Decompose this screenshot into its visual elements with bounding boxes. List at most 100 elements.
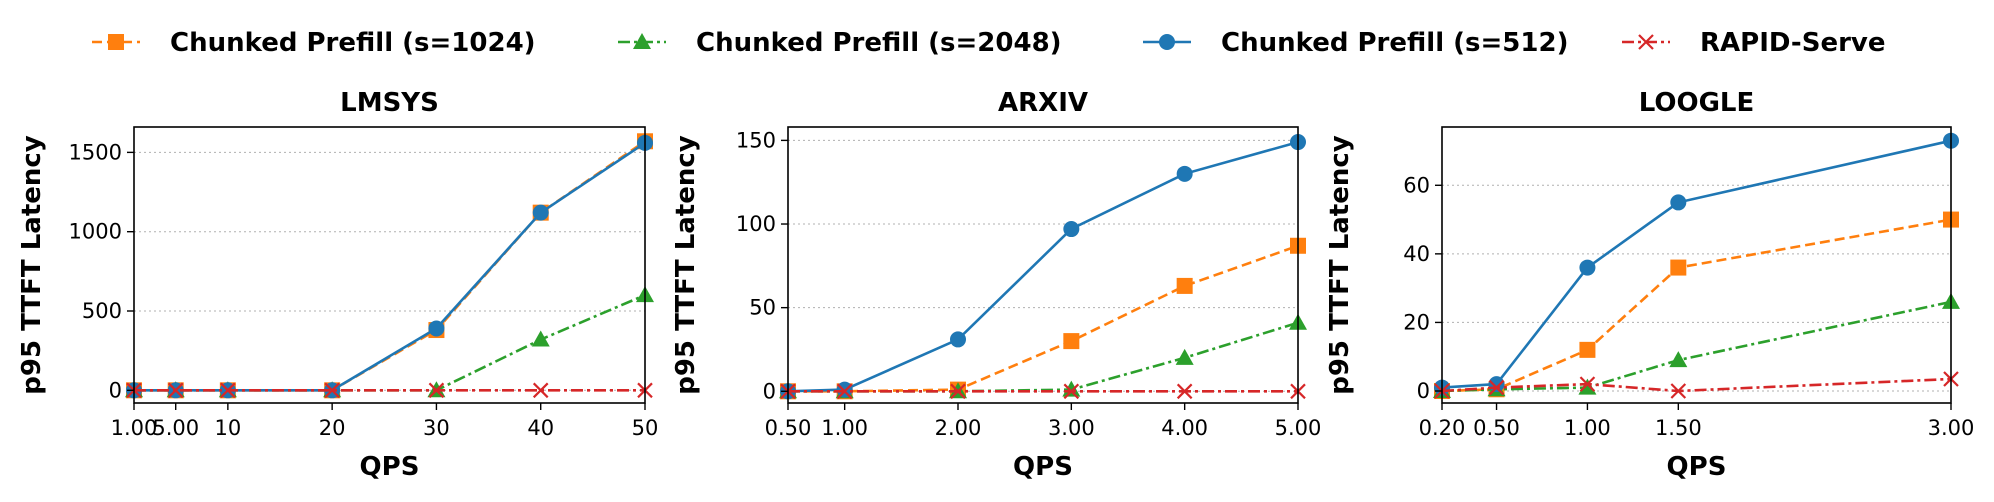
data-point — [1176, 277, 1193, 294]
series-line — [787, 140, 1299, 393]
data-point — [950, 331, 966, 348]
y-tick-label: 0 — [1417, 379, 1430, 403]
legend-marker — [1159, 34, 1175, 50]
data-point — [1670, 194, 1687, 211]
y-tick-label: 60 — [1403, 173, 1430, 197]
data-point — [428, 320, 445, 337]
legend-label: Chunked Prefill (s=2048) — [696, 28, 1062, 58]
data-point — [428, 382, 445, 399]
series-chunked-prefill-s-2048 — [125, 286, 654, 398]
y-axis-label: p95 TTFT Latency — [1325, 135, 1355, 395]
data-point — [532, 382, 549, 399]
y-tick-label: 20 — [1403, 310, 1430, 334]
data-point — [532, 204, 549, 221]
y-tick-label: 40 — [1403, 242, 1430, 266]
data-point — [167, 382, 184, 399]
legend-entry-chunked-prefill-s-1024: Chunked Prefill (s=1024) — [92, 28, 536, 58]
chart-title: LOOGLE — [1639, 88, 1755, 118]
series-line — [1441, 300, 1952, 393]
plot-frame — [787, 126, 1299, 404]
series-rapid-serve — [780, 383, 1306, 400]
data-point — [1578, 378, 1597, 395]
legend-marker — [1638, 34, 1654, 50]
x-tick-label: 20 — [319, 416, 346, 440]
y-tick-label: 50 — [749, 296, 776, 320]
y-tick-label: 500 — [82, 299, 122, 323]
x-tick-label: 1.50 — [1655, 416, 1702, 440]
x-tick-label: 0.50 — [765, 416, 812, 440]
x-tick-label: 0.20 — [1419, 416, 1466, 440]
series-line — [134, 140, 646, 392]
x-tick-label: 1.00 — [1564, 416, 1611, 440]
data-point — [220, 382, 236, 399]
data-point — [1579, 341, 1596, 358]
legend-label: RAPID-Serve — [1700, 28, 1886, 58]
series-chunked-prefill-s-1024 — [1434, 211, 1959, 399]
data-point — [1176, 383, 1193, 400]
x-tick-label: 1.00 — [821, 416, 868, 440]
x-tick-label: 4.00 — [1161, 416, 1208, 440]
series-line — [134, 293, 646, 392]
plot-frame — [1441, 126, 1952, 404]
data-point — [1669, 351, 1688, 368]
x-axis-label: QPS — [1013, 452, 1073, 482]
x-tick-label: 40 — [527, 416, 554, 440]
data-point — [1670, 259, 1687, 276]
data-point — [1175, 348, 1194, 365]
series-rapid-serve — [126, 382, 653, 399]
legend: Chunked Prefill (s=1024) Chunked Prefill … — [92, 28, 1886, 58]
chart-title: ARXIV — [998, 88, 1088, 118]
x-tick-label: 10 — [214, 416, 241, 440]
chart-lmsys: 0 500 1000 1500 1.005.00 10 20 30 40 50 LMSYS QPS p9… — [17, 88, 658, 482]
x-tick-label: 30 — [423, 416, 450, 440]
data-point — [1063, 333, 1080, 350]
x-tick-label: 3.00 — [1048, 416, 1095, 440]
x-tick-label: 1.00 — [111, 416, 158, 440]
y-tick-label: 100 — [736, 212, 776, 236]
y-tick-label: 1000 — [69, 220, 122, 244]
data-point — [1488, 376, 1505, 393]
legend-entry-rapid-serve: RAPID-Serve — [1622, 28, 1886, 58]
chart-title: LMSYS — [340, 88, 439, 118]
y-tick-label: 0 — [109, 378, 122, 402]
legend-label: Chunked Prefill (s=512) — [1221, 28, 1568, 58]
x-tick-label: 50 — [632, 416, 659, 440]
legend-entry-chunked-prefill-s-2048: Chunked Prefill (s=2048) — [618, 28, 1062, 58]
data-point — [1063, 383, 1080, 400]
series-chunked-prefill-s-2048 — [779, 313, 1307, 399]
series-line — [788, 244, 1299, 393]
chart-arxiv: 0 50 100 150 0.50 1.00 2.00 3.00 4.00 5.00 ARXIV QP… — [671, 88, 1321, 482]
y-tick-label: 150 — [736, 128, 776, 152]
series-line — [134, 141, 646, 392]
x-axis-label: QPS — [1667, 452, 1727, 482]
legend-label: Chunked Prefill (s=1024) — [170, 28, 536, 58]
data-point — [950, 383, 966, 400]
data-point — [836, 381, 853, 398]
plot-frame — [133, 126, 646, 404]
x-axis-label: QPS — [360, 452, 420, 482]
x-tick-label: 0.50 — [1473, 416, 1520, 440]
series-chunked-prefill-s-512 — [126, 134, 653, 399]
x-tick-label: 2.00 — [935, 416, 982, 440]
y-tick-label: 1500 — [69, 140, 122, 164]
series-rapid-serve — [1434, 371, 1959, 399]
data-point — [1579, 259, 1596, 276]
y-tick-label: 0 — [763, 379, 776, 403]
legend-marker — [108, 34, 124, 50]
series-chunked-prefill-s-1024 — [780, 237, 1306, 400]
data-point — [1063, 221, 1080, 238]
data-point — [324, 382, 340, 399]
data-point — [1670, 383, 1687, 399]
y-axis-label: p95 TTFT Latency — [17, 135, 47, 395]
legend-marker — [633, 33, 651, 49]
y-axis-label: p95 TTFT Latency — [671, 135, 701, 395]
data-point — [1488, 379, 1505, 396]
data-point — [1579, 376, 1596, 392]
series-chunked-prefill-s-512 — [780, 134, 1306, 400]
data-point — [836, 383, 853, 400]
x-tick-label: 5.00 — [1275, 416, 1322, 440]
legend-entry-chunked-prefill-s-512: Chunked Prefill (s=512) — [1143, 28, 1568, 58]
data-point — [531, 330, 550, 347]
